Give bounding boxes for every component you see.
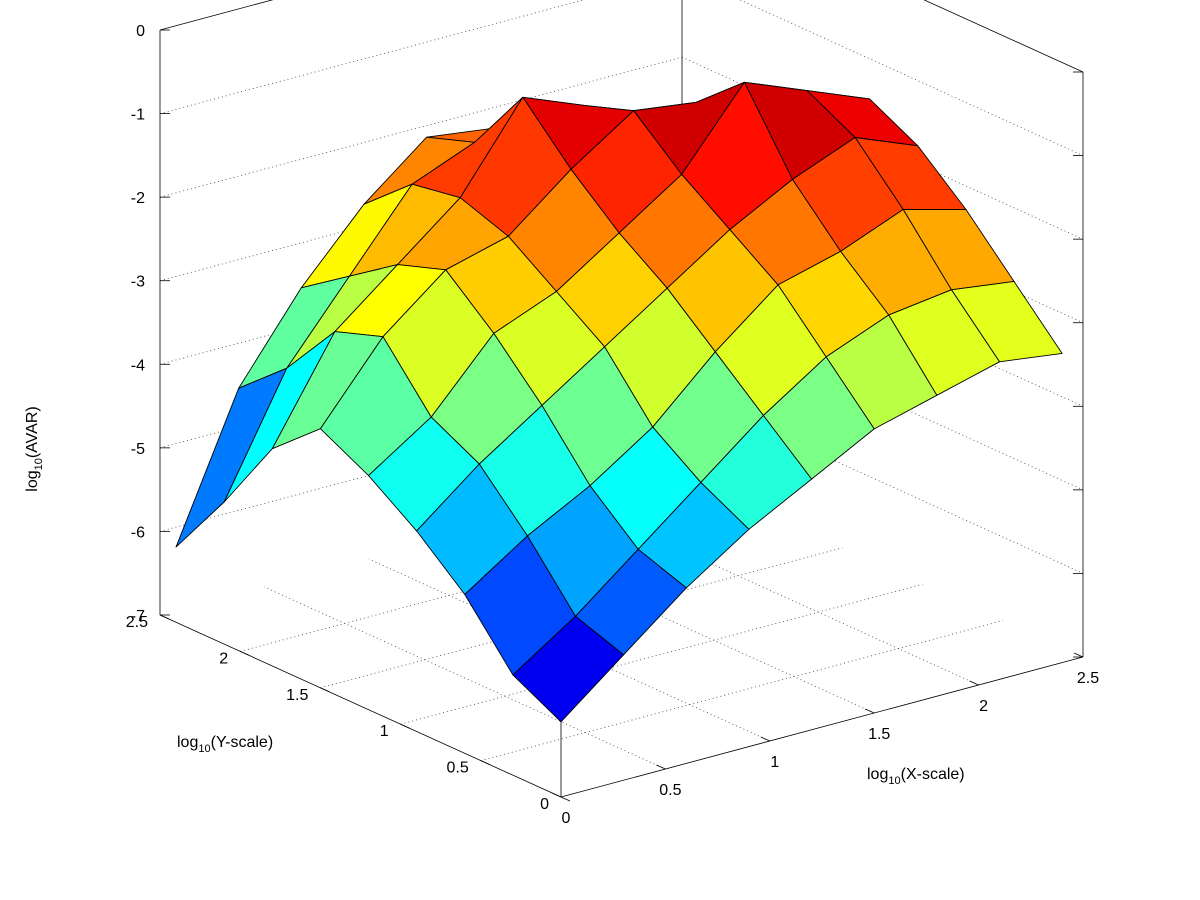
z-tick-label: -1 xyxy=(131,107,145,124)
x-tick xyxy=(1073,652,1084,658)
top-back-edge xyxy=(159,0,274,31)
surface-patch xyxy=(175,367,288,548)
x-axis-title-rest: (X-scale) xyxy=(901,766,965,783)
z-tick-label: -3 xyxy=(131,274,145,291)
z-grid-line xyxy=(681,391,1084,574)
x-tick-label: 0 xyxy=(562,810,571,827)
x-tick-label: 2.5 xyxy=(1077,670,1099,687)
z-grid-line xyxy=(739,0,1084,156)
z-tick-label: -5 xyxy=(131,441,145,458)
x-axis-title-sub: 10 xyxy=(888,775,900,787)
z-axis-title-base: log xyxy=(24,470,41,491)
x-tick xyxy=(969,680,979,686)
x-axis-title: log10(X-scale) xyxy=(867,766,965,787)
floor-grid-line xyxy=(473,530,875,714)
x-tick-label: 2 xyxy=(979,698,988,715)
x-axis-line xyxy=(560,656,1084,798)
y-tick xyxy=(560,796,571,802)
x-tick xyxy=(656,764,666,770)
surface xyxy=(175,81,1063,723)
y-tick xyxy=(240,651,250,656)
y-tick-label: 0 xyxy=(540,796,549,813)
z-tick-label: -6 xyxy=(131,524,145,541)
x-tick-label: 1 xyxy=(770,754,779,771)
y-tick-label: 2.5 xyxy=(126,614,148,631)
y-tick xyxy=(400,723,410,729)
surface-patch xyxy=(512,615,625,723)
y-axis-title: log10(Y-scale) xyxy=(177,734,273,755)
x-tick-label: 0.5 xyxy=(659,782,681,799)
x-tick-label: 1.5 xyxy=(868,726,890,743)
z-tick-label: 0 xyxy=(136,23,145,40)
y-axis-line xyxy=(159,614,562,798)
y-tick xyxy=(159,614,170,620)
z-axis-title: log10(AVAR) xyxy=(24,406,45,491)
z-tick-label: -7 xyxy=(131,608,145,625)
x-tick xyxy=(865,708,875,714)
y-axis-title-sub: 10 xyxy=(198,743,210,755)
y-tick-label: 1.5 xyxy=(286,687,308,704)
floor-grid-line xyxy=(264,586,666,770)
z-tick-label: -4 xyxy=(131,357,145,374)
y-tick-label: 1 xyxy=(380,723,389,740)
y-tick-label: 2 xyxy=(219,650,228,667)
y-tick xyxy=(480,760,490,765)
y-axis-title-rest: (Y-scale) xyxy=(211,734,274,751)
y-tick-label: 0.5 xyxy=(447,760,469,777)
y-axis-title-base: log xyxy=(177,734,198,751)
z-grid-line xyxy=(159,0,586,114)
x-tick xyxy=(760,736,770,742)
x-tick xyxy=(551,792,562,798)
x-axis-title-base: log xyxy=(867,766,888,783)
y-tick xyxy=(320,687,330,693)
z-tick-label: -2 xyxy=(131,190,145,207)
z-axis-title-rest: (AVAR) xyxy=(24,406,41,458)
top-right-edge xyxy=(923,0,1084,73)
z-axis-title-sub: 10 xyxy=(33,458,45,470)
floor-grid-line xyxy=(577,502,979,686)
